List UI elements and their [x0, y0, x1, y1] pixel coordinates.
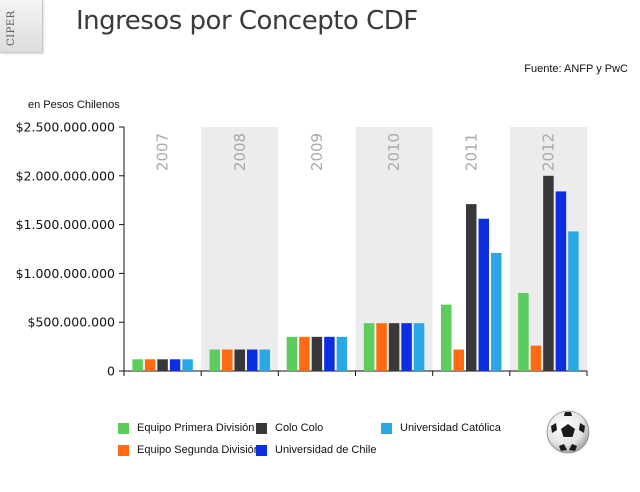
legend-label: Equipo Primera División [137, 422, 255, 434]
bar [441, 304, 452, 371]
year-label: 2012 [539, 133, 557, 171]
y-tick-label: $2.000.000.000 [16, 168, 115, 183]
bar [466, 204, 477, 371]
ciper-badge: CIPER [0, 0, 43, 53]
year-label: 2011 [462, 133, 480, 171]
bar [157, 359, 168, 371]
bar [363, 323, 375, 371]
year-band [201, 127, 279, 371]
year-label: 2008 [231, 133, 249, 171]
legend-label: Equipo Segunda División [137, 444, 260, 456]
y-tick-label: $1.000.000.000 [16, 266, 115, 281]
bar [555, 191, 567, 371]
bar [543, 175, 554, 371]
legend-item: Colo Colo [256, 422, 323, 434]
bar [413, 323, 425, 371]
bar [209, 349, 220, 371]
bar [132, 359, 143, 371]
year-band [278, 127, 356, 371]
legend-item: Equipo Primera División [118, 422, 254, 434]
bar [299, 336, 310, 371]
y-tick-label: $1.500.000.000 [16, 217, 115, 232]
soccer-ball-icon [546, 410, 590, 454]
legend-swatch [256, 422, 267, 434]
y-tick-label: $2.500.000.000 [16, 120, 115, 135]
bar [259, 349, 270, 371]
legend-swatch [381, 422, 392, 434]
year-label: 2009 [308, 133, 326, 171]
bar [234, 349, 245, 371]
y-tick-label: $500.000.000 [28, 315, 116, 330]
bar [336, 336, 348, 371]
bar [247, 349, 258, 371]
bar [376, 323, 387, 371]
y-axis-unit-label: en Pesos Chilenos [28, 99, 120, 111]
bar [286, 336, 298, 371]
legend-item: Equipo Segunda División [118, 444, 260, 456]
bar [311, 336, 323, 371]
legend-item: Universidad Católica [381, 422, 501, 434]
year-label: 2007 [154, 133, 172, 171]
bar [222, 349, 233, 371]
bar [491, 252, 502, 371]
chart-legend: Equipo Primera División Equipo Segunda Di… [118, 418, 538, 462]
bar [169, 359, 181, 371]
bar [182, 359, 193, 371]
bar [518, 292, 529, 371]
bar [478, 218, 489, 371]
year-band [124, 127, 202, 371]
year-label: 2010 [385, 133, 403, 171]
legend-label: Universidad Católica [400, 422, 501, 434]
page-title: Ingresos por Concepto CDF [76, 6, 418, 36]
source-note: Fuente: ANFP y PwC [524, 63, 628, 75]
legend-label: Colo Colo [275, 422, 324, 434]
legend-swatch [118, 444, 129, 456]
legend-swatch [256, 444, 267, 456]
bar [144, 359, 156, 371]
bar [388, 323, 400, 371]
legend-swatch [118, 422, 129, 434]
legend-item: Universidad de Chile [256, 444, 377, 456]
bar [568, 231, 579, 371]
bar [453, 349, 464, 371]
bar [324, 336, 335, 371]
bar [530, 345, 542, 371]
y-tick-label: 0 [107, 364, 115, 379]
bar [401, 323, 412, 371]
legend-label: Universidad de Chile [275, 444, 377, 456]
